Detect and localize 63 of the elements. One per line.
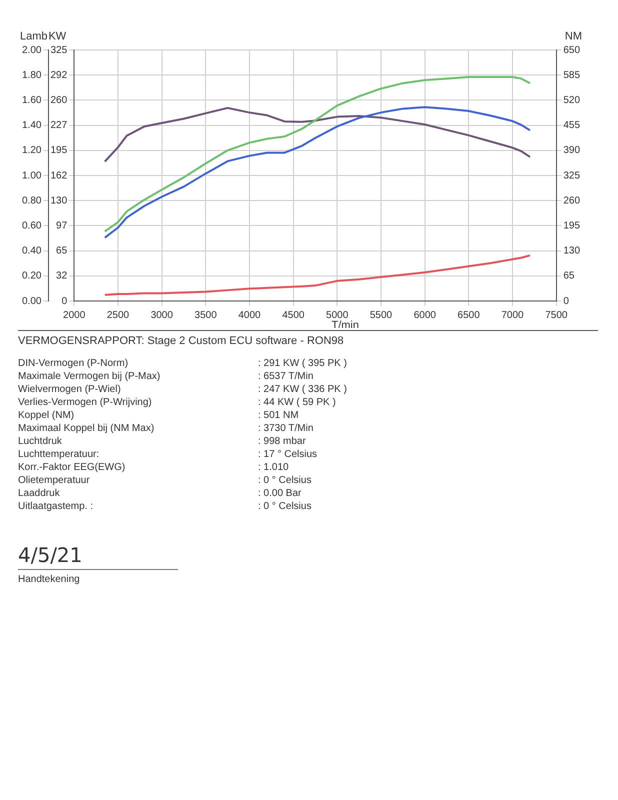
text: Luchtdruk : 998 mbar: [18, 436, 306, 447]
y2-tick-label: 260: [563, 195, 580, 206]
y-tick-label: 195: [50, 145, 68, 156]
text: Wielvermogen (P-Wiel) : 247 KW ( 336 PK ): [18, 384, 347, 395]
y-tick-label: 97: [56, 220, 68, 232]
y3-tick-label: 1.40: [22, 120, 42, 132]
y3-tick-label: 1.80: [22, 70, 42, 81]
x-tick-label: 4000: [238, 310, 262, 321]
text: DIN-Vermogen (P-Norm) : 291 KW ( 395 PK ): [18, 358, 347, 369]
x-tick-label: 2500: [106, 310, 130, 321]
y-tick-label: 32: [56, 270, 68, 282]
x-tick-label: 3000: [150, 310, 174, 321]
y3-tick-label: 1.60: [22, 94, 42, 106]
y-tick-label: 260: [50, 94, 68, 106]
text: Luchttemperatuur: : 17 ° Celsius: [18, 449, 318, 460]
y2-tick-label: 65: [563, 270, 575, 282]
text: Laaddruk : 0.00 Bar: [18, 488, 302, 499]
y3-tick-label: 2.00: [22, 44, 42, 56]
y-tick-label: 65: [56, 246, 68, 257]
y3-tick-label: 1.00: [22, 170, 42, 182]
text: Uitlaatgastemp. : : 0 ° Celsius: [18, 501, 312, 512]
y2-tick-label: 455: [563, 120, 580, 132]
x-tick-label: 6000: [414, 310, 436, 321]
y-tick-label: 325: [50, 44, 68, 56]
x-tick-label: 5000: [326, 310, 349, 321]
y-axis-title: KW: [48, 30, 67, 43]
y3-tick-label: 0.40: [22, 246, 42, 257]
y-tick-label: 130: [50, 195, 68, 206]
y3-tick-label: 0.80: [22, 195, 42, 206]
y2-tick-label: 0: [563, 296, 570, 307]
y2-tick-label: 325: [563, 170, 580, 182]
y3-tick-label: 0.20: [22, 270, 42, 282]
y2-tick-label: 195: [563, 220, 580, 232]
y3-tick-label: 0.60: [22, 220, 42, 232]
text: Handtekening: [18, 574, 81, 587]
x-tick-label: 7000: [501, 310, 524, 321]
y2-tick-label: 650: [563, 44, 580, 56]
y3-axis-title: Lamb: [20, 30, 48, 43]
y3-tick-label: 0.00: [22, 296, 42, 307]
y2-tick-label: 520: [563, 94, 580, 106]
x-tick-label: 4500: [282, 310, 305, 321]
y2-axis-title: NM: [564, 30, 582, 43]
x-tick-label: 3500: [194, 310, 218, 321]
text: Korr.-Faktor EEG(EWG) : 1.010: [18, 462, 289, 473]
y2-tick-label: 585: [563, 70, 580, 81]
x-tick-label: 2000: [63, 310, 86, 321]
y-tick-label: 0: [62, 296, 68, 307]
y2-tick-label: 390: [563, 145, 580, 156]
x-tick-label: 6500: [458, 310, 480, 321]
text: Olietemperatuur : 0 ° Celsius: [18, 475, 312, 486]
y3-tick-label: 1.20: [22, 145, 42, 156]
text: 4/5/21: [18, 543, 178, 570]
text: Maximaal Koppel bij (NM Max) : 3730 T/Min: [18, 423, 314, 434]
x-tick-label: 7500: [545, 310, 568, 321]
text: Koppel (NM) : 501 NM: [18, 410, 299, 421]
text: VERMOGENSRAPPORT: Stage 2 Custom ECU software - RON98: [18, 330, 598, 347]
text: Verlies-Vermogen (P-Wrijving) : 44 KW ( 59 PK ): [18, 397, 336, 408]
y-tick-label: 227: [50, 120, 68, 132]
y-tick-label: 292: [50, 70, 68, 81]
x-tick-label: 5500: [370, 310, 393, 321]
y-tick-label: 162: [50, 170, 68, 182]
text: Maximale Vermogen bij (P-Max) : 6537 T/Min: [18, 371, 314, 382]
y2-tick-label: 130: [563, 246, 580, 257]
